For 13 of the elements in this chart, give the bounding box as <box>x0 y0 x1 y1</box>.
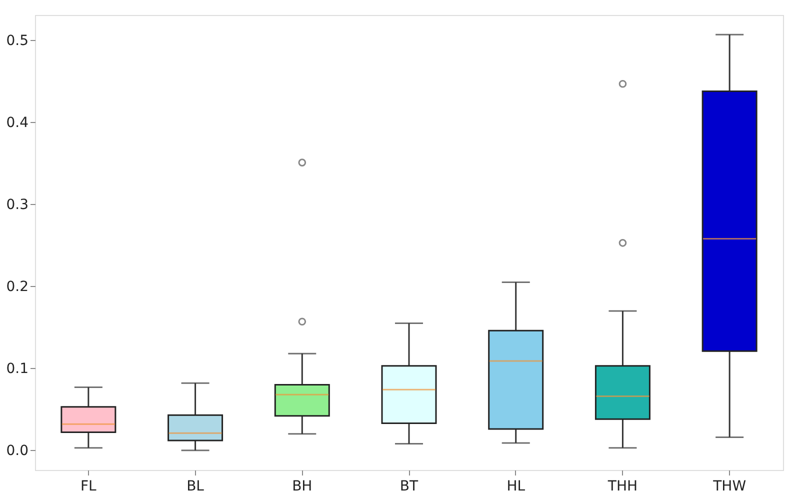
x-tick-label: THH <box>606 478 638 494</box>
x-tick-label: BH <box>292 478 312 494</box>
x-tick-label: BL <box>186 478 204 494</box>
y-tick-label: 0.0 <box>6 442 28 459</box>
y-tick-label: 0.3 <box>6 196 28 213</box>
x-tick-label: BT <box>400 478 419 494</box>
y-tick-label: 0.5 <box>6 32 28 49</box>
x-tick-label: FL <box>80 478 97 494</box>
y-tick-label: 0.1 <box>6 360 28 377</box>
x-tick-label: THW <box>712 478 746 494</box>
x-tick-label: HL <box>506 478 526 494</box>
y-tick-label: 0.4 <box>6 114 29 131</box>
y-tick-label: 0.2 <box>6 278 28 295</box>
